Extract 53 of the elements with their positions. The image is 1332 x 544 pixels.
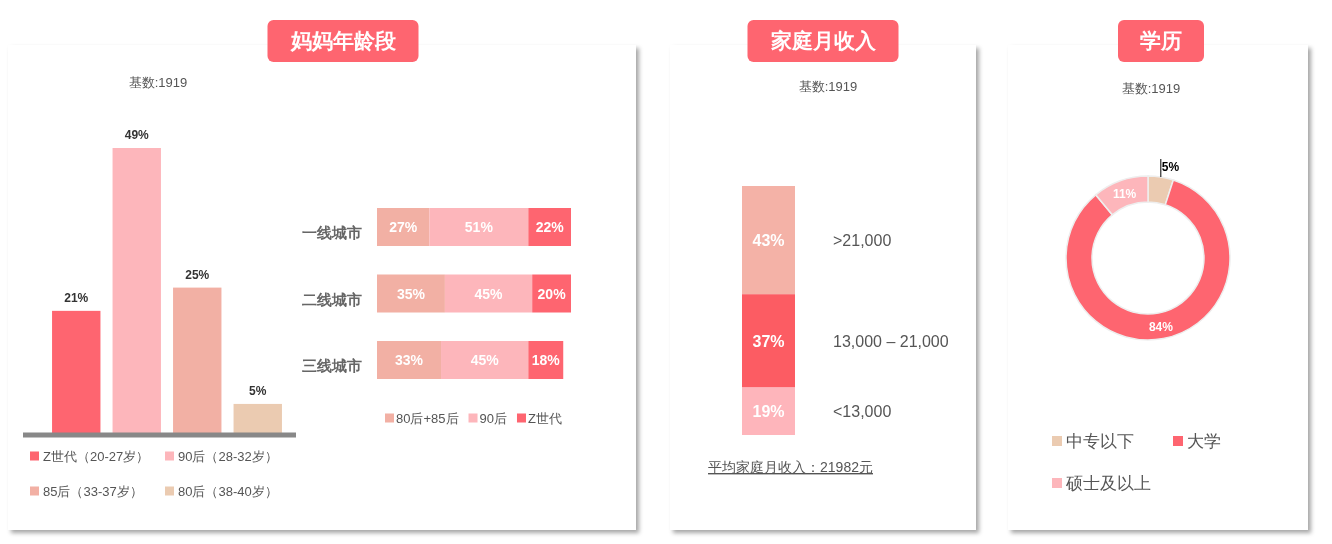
data-label: 45% — [470, 352, 500, 368]
bar — [444, 274, 533, 313]
bar — [429, 208, 529, 246]
legend-label: 大学 — [1187, 432, 1221, 452]
text: 妈妈年龄段 — [289, 29, 397, 53]
bar — [173, 287, 222, 433]
data-label: 25% — [185, 267, 210, 282]
chart-title: 家庭月收入 — [769, 29, 877, 52]
legend-label: 90后 — [479, 410, 507, 426]
chart-subtitle: 基数:1919 — [1121, 81, 1181, 96]
legend-label: 85后（33-37岁） — [43, 483, 143, 499]
data-label: 45% — [474, 285, 504, 302]
data-label: 33% — [394, 352, 424, 368]
data-label: 37% — [752, 332, 785, 350]
bar — [112, 148, 161, 433]
data-label: 5% — [249, 383, 267, 398]
donut-slice — [1065, 179, 1231, 341]
data-label: 22% — [535, 219, 565, 235]
data-label: 5% — [1161, 160, 1180, 175]
bar — [441, 341, 529, 379]
text: 基数:1919 — [798, 79, 858, 94]
data-label: 27% — [389, 219, 418, 235]
legend-label: Z世代 — [527, 410, 562, 426]
legend-label: 中专以下 — [1066, 432, 1134, 452]
legend-label: 90后（28-32岁） — [178, 448, 278, 464]
bar — [377, 208, 430, 246]
data-label: 51% — [464, 219, 494, 235]
text: 平均家庭月收入：21982元 — [708, 459, 873, 475]
data-label: 84% — [1148, 319, 1174, 334]
legend-label: 80后+85后 — [396, 410, 459, 426]
data-label: 21% — [64, 290, 89, 305]
legend-label: 80后（38-40岁） — [178, 483, 278, 499]
legend-label: Z世代（20-27岁） — [43, 448, 150, 464]
bar — [52, 310, 101, 433]
bar — [377, 341, 442, 379]
data-label: 18% — [531, 352, 561, 368]
text: <13,000 — [833, 403, 892, 421]
data-label: 19% — [752, 403, 785, 421]
data-label: 11% — [1112, 187, 1137, 202]
data-label: 43% — [752, 232, 785, 250]
chart-subtitle: 基数:1919 — [128, 75, 188, 90]
data-label: 35% — [396, 285, 426, 302]
y-tick-label: 二线城市 — [302, 290, 362, 308]
text: >21,000 — [833, 232, 892, 250]
y-tick-label: 一线城市 — [302, 224, 362, 241]
data-label: 20% — [537, 285, 567, 302]
bar — [233, 403, 282, 433]
bar — [377, 274, 445, 313]
text: 13,000 – 21,000 — [833, 332, 949, 350]
data-label: 49% — [124, 128, 150, 142]
chart-title: 学历 — [1140, 29, 1182, 52]
y-tick-label: 三线城市 — [302, 357, 362, 374]
legend-label: 硕士及以上 — [1065, 474, 1151, 494]
